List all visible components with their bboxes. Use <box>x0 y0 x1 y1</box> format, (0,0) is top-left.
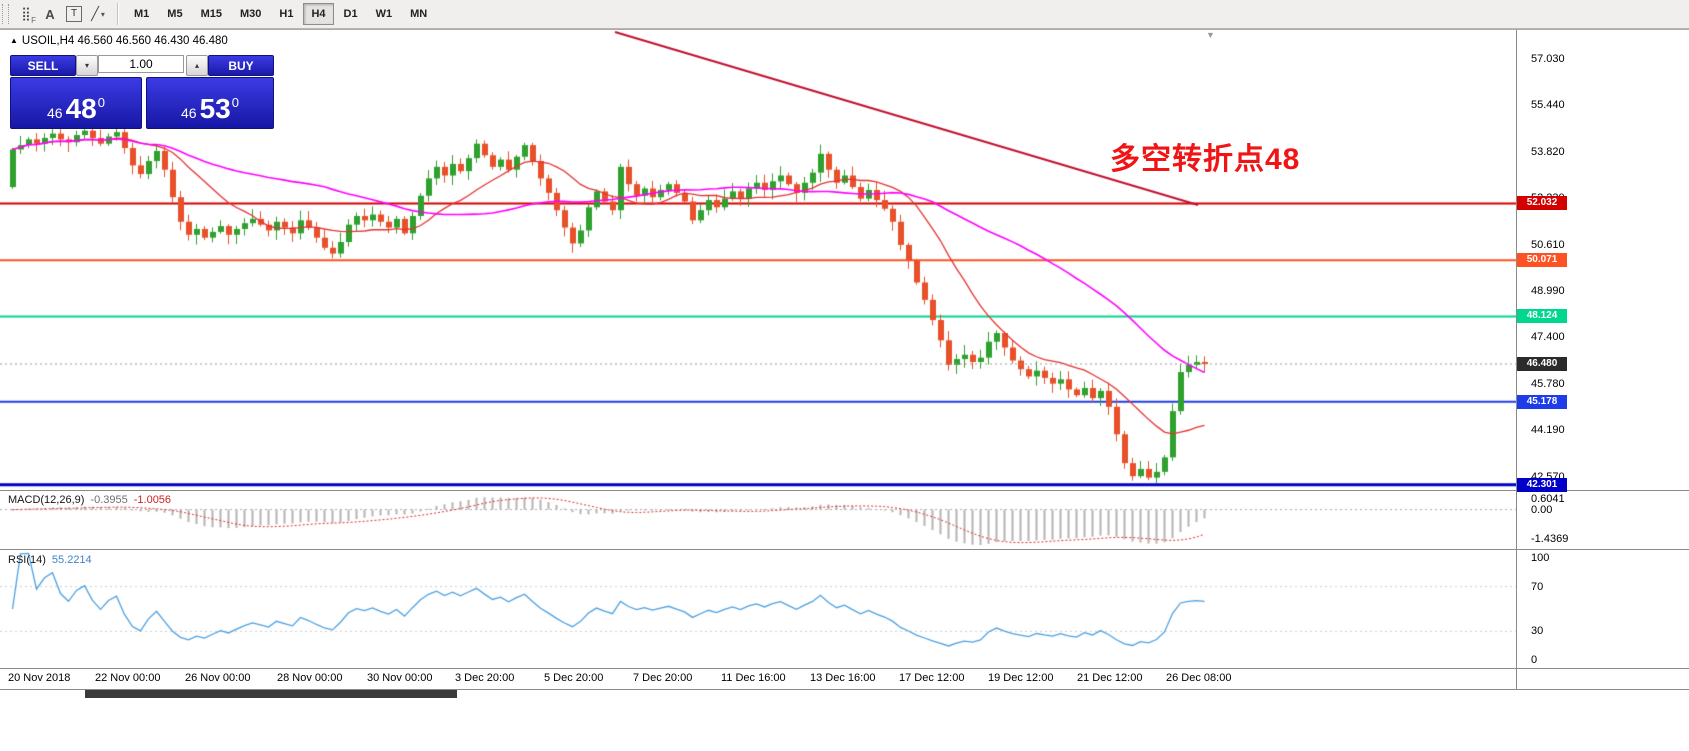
rsi-name: RSI(14) <box>8 554 46 566</box>
price-axis-label: 44.190 <box>1531 424 1565 437</box>
time-axis-label: 7 Dec 20:00 <box>633 672 693 684</box>
rsi-axis-label: 0 <box>1531 654 1538 666</box>
time-axis-label: 17 Dec 12:00 <box>899 672 965 684</box>
chart-shift-marker-icon: ▼ <box>1206 30 1215 40</box>
chart-grid-icon[interactable]: ⣿ F <box>14 3 38 25</box>
bid-quote-box[interactable]: 46 48 0 <box>10 77 142 129</box>
macd-name: MACD(12,26,9) <box>8 494 85 506</box>
macd-axis-bottom: -1.4369 <box>1531 533 1569 545</box>
toolbar-grip[interactable] <box>2 4 9 24</box>
ask-pips: 53 <box>199 93 231 124</box>
time-axis-separator <box>0 668 1689 669</box>
bid-point: 0 <box>97 95 105 110</box>
ohlc-text: USOIL,H4 46.560 46.560 46.430 46.480 <box>21 35 228 47</box>
bid-pips: 48 <box>65 93 97 124</box>
level-price-badge: 45.178 <box>1517 394 1567 409</box>
time-axis-label: 5 Dec 20:00 <box>544 672 604 684</box>
rsi-axis-label: 30 <box>1531 625 1544 638</box>
timeframe-button-m5[interactable]: M5 <box>167 8 183 20</box>
grid-glyph: ⣿ <box>21 6 31 21</box>
timeframe-button-m1[interactable]: M1 <box>134 8 150 20</box>
time-axis-label: 3 Dec 20:00 <box>455 672 515 684</box>
rsi-value: 55.2214 <box>51 554 92 566</box>
window-bottom-border <box>0 689 1689 690</box>
macd-axis-zero: 0.00 <box>1531 503 1553 516</box>
macd-indicator-label: MACD(12,26,9) -0.3955 -1.0056 <box>8 494 171 506</box>
time-axis-label: 30 Nov 00:00 <box>367 672 433 684</box>
time-axis-label: 11 Dec 16:00 <box>721 672 786 684</box>
chart-text-annotation: 多空转折点48 <box>1110 143 1301 176</box>
panel-splitter[interactable] <box>0 549 1689 550</box>
price-axis-label: 50.610 <box>1531 238 1565 251</box>
price-axis-label: 45.780 <box>1531 378 1565 391</box>
time-axis-label: 22 Nov 00:00 <box>95 672 161 684</box>
timeframe-button-m30[interactable]: M30 <box>239 8 262 20</box>
text-annotation-icon[interactable]: A <box>38 3 62 25</box>
timeframe-button-mn[interactable]: MN <box>410 8 428 20</box>
time-axis-label: 20 Nov 2018 <box>8 672 71 684</box>
price-axis-label: 57.030 <box>1531 53 1565 65</box>
macd-axis-top: 0.6041 <box>1531 493 1565 505</box>
sell-button[interactable]: SELL <box>10 55 76 76</box>
rsi-axis-label: 70 <box>1531 580 1544 593</box>
timeframe-button-h4[interactable]: H4 <box>303 3 334 25</box>
toolbar-separator <box>117 3 118 25</box>
level-price-badge: 48.124 <box>1517 309 1567 324</box>
price-axis-label: 47.400 <box>1531 331 1565 344</box>
line-glyph: ╱ <box>91 6 99 21</box>
volume-input[interactable] <box>98 55 184 73</box>
grid-sub-label: F <box>31 16 36 25</box>
macd-main-value: -0.3955 <box>90 494 128 506</box>
time-axis-label: 21 Dec 12:00 <box>1077 672 1143 684</box>
letter-t-glyph: T <box>66 6 82 22</box>
symbol-ohlc-header: ▲ USOIL,H4 46.560 46.560 46.430 46.480 <box>10 35 228 47</box>
rsi-indicator-label: RSI(14) 55.2214 <box>8 554 92 566</box>
time-axis-label: 19 Dec 12:00 <box>988 672 1054 684</box>
background-window-strip <box>85 690 457 698</box>
ask-quote-box[interactable]: 46 53 0 <box>146 77 274 129</box>
ask-point: 0 <box>231 95 239 110</box>
rsi-axis-label: 100 <box>1531 552 1550 564</box>
price-axis-label: 48.990 <box>1531 285 1565 298</box>
time-axis-label: 28 Nov 00:00 <box>277 672 343 684</box>
time-axis-label: 26 Nov 00:00 <box>185 672 251 684</box>
rsi-panel-canvas[interactable] <box>0 551 1516 667</box>
timeframe-toolbar: M1 M5 M15 M30 H1 H4 D1 W1 MN <box>125 3 436 25</box>
time-axis-label: 26 Dec 08:00 <box>1166 672 1232 684</box>
volume-decrement-button[interactable]: ▾ <box>76 55 98 76</box>
ask-integer: 46 <box>181 105 197 121</box>
chevron-down-icon: ▾ <box>100 9 105 19</box>
timeframe-button-d1[interactable]: D1 <box>343 8 358 20</box>
panel-splitter[interactable] <box>0 490 1689 491</box>
level-price-badge: 50.071 <box>1517 253 1567 268</box>
current-price-badge: 46.480 <box>1517 357 1567 371</box>
timeframe-button-h1[interactable]: H1 <box>279 8 294 20</box>
chart-frame-border <box>0 29 1689 30</box>
price-axis-label: 53.820 <box>1531 145 1565 158</box>
letter-a-glyph: A <box>45 6 55 22</box>
chart-collapse-icon[interactable]: ▲ <box>10 36 18 45</box>
price-axis-label: 55.440 <box>1531 98 1565 111</box>
level-price-badge: 42.301 <box>1517 477 1567 492</box>
volume-increment-button[interactable]: ▴ <box>186 55 208 76</box>
timeframe-button-m15[interactable]: M15 <box>200 8 222 20</box>
price-axis-separator <box>1516 30 1517 690</box>
top-toolbar: ⣿ F A T ╱ ▾ M1 M5 M15 M30 H1 H4 D1 W1 MN <box>0 0 1689 29</box>
bid-integer: 46 <box>47 105 63 121</box>
macd-panel-canvas[interactable] <box>0 492 1516 548</box>
text-box-icon[interactable]: T <box>62 3 86 25</box>
level-price-badge: 52.032 <box>1517 196 1567 211</box>
line-draw-icon[interactable]: ╱ ▾ <box>86 3 110 25</box>
macd-signal-value: -1.0056 <box>133 494 172 506</box>
buy-button[interactable]: BUY <box>208 55 274 76</box>
time-axis-label: 13 Dec 16:00 <box>810 672 876 684</box>
timeframe-button-w1[interactable]: W1 <box>375 8 393 20</box>
